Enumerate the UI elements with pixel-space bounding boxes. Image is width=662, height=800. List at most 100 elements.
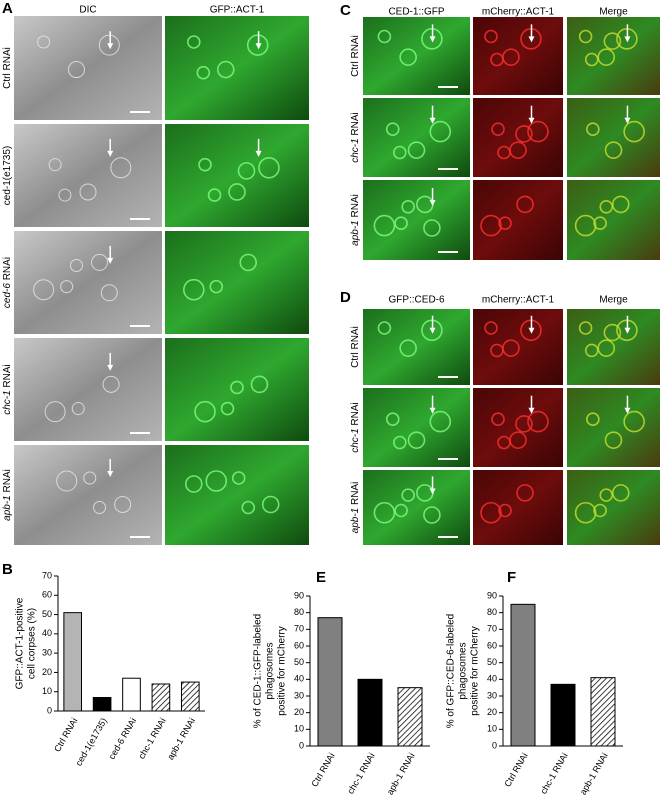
cell <box>429 120 452 143</box>
panel-label: C <box>340 2 351 19</box>
cell <box>429 410 452 433</box>
y-axis-label: phagosomes <box>458 642 469 699</box>
bar <box>151 683 171 712</box>
cell <box>480 214 502 237</box>
row-label: apb-1 RNAi <box>350 482 361 534</box>
micrograph <box>567 180 660 260</box>
cell <box>593 503 607 518</box>
micrograph <box>473 309 563 385</box>
cell <box>37 35 51 49</box>
cell <box>527 410 549 433</box>
row-label: ced-6 RNAi <box>2 257 13 308</box>
bar <box>317 617 343 747</box>
arrow-head <box>107 257 114 264</box>
micrograph <box>567 388 660 467</box>
row-label-part: RNAi <box>350 482 361 508</box>
cell <box>185 475 203 493</box>
cell <box>239 253 258 272</box>
y-axis-label: cell corpses (%) <box>27 608 38 679</box>
cell <box>586 412 600 427</box>
micrograph <box>473 388 563 467</box>
x-tick-label: ced-1(e1735) <box>73 716 108 767</box>
x-tick-label: apb-1 RNAi <box>385 751 417 796</box>
y-axis-label: % of CED-1::GFP-labeled <box>253 614 264 729</box>
cell <box>399 48 417 66</box>
arrow-head <box>528 407 535 414</box>
row-label: chc-1 RNAi <box>350 402 361 453</box>
cell <box>394 503 408 518</box>
y-tick-label: 20 <box>487 707 497 717</box>
arrow-head <box>255 150 262 157</box>
y-tick-label: 10 <box>294 724 304 734</box>
row-label-part: RNAi <box>350 194 361 220</box>
cell <box>231 471 246 485</box>
cell <box>44 401 66 423</box>
y-tick-label: 30 <box>487 690 497 700</box>
cell <box>603 32 622 50</box>
cell <box>83 471 97 485</box>
cell <box>586 122 600 137</box>
column-header: Merge <box>599 295 628 306</box>
cell <box>198 157 212 172</box>
row-label-part: chc-1 <box>350 428 361 452</box>
cell <box>216 60 235 79</box>
micrograph <box>363 470 470 545</box>
row-label-part: RNAi <box>350 402 361 428</box>
arrow-head <box>429 117 436 124</box>
x-tick-label: chc-1 RNAi <box>345 751 376 795</box>
y-tick-label: 0 <box>47 705 52 715</box>
row-label: ced-1(e1735) <box>2 146 13 205</box>
cell <box>220 401 235 416</box>
y-tick-label: 70 <box>42 570 52 580</box>
y-tick-label: 0 <box>299 740 304 750</box>
cell <box>58 188 72 202</box>
cell <box>246 34 269 56</box>
micrograph <box>165 231 309 334</box>
bar <box>397 687 423 747</box>
cell <box>498 503 512 518</box>
y-tick-label: 30 <box>42 648 52 658</box>
cell <box>516 195 534 214</box>
cell <box>393 145 407 160</box>
row-label-part: chc-1 <box>350 138 361 162</box>
cell <box>258 156 280 179</box>
y-axis-label: positive for mCherry <box>277 626 288 715</box>
cell <box>205 470 228 492</box>
column-header: GFP::CED-6 <box>388 295 445 306</box>
row-label-part: apb-1 <box>350 508 361 534</box>
bar <box>180 681 200 712</box>
column-header: GFP::ACT-1 <box>210 5 265 16</box>
cell <box>527 120 549 143</box>
arrow-head <box>107 471 114 477</box>
cell <box>183 278 205 301</box>
micrograph <box>363 98 470 177</box>
cell <box>407 141 426 159</box>
y-tick-label: 40 <box>487 674 497 684</box>
cell <box>604 431 623 449</box>
x-tick-label: Ctrl RNAi <box>52 716 79 753</box>
cell <box>578 321 593 335</box>
cell <box>110 157 132 179</box>
micrograph <box>14 124 162 227</box>
micrograph <box>165 16 309 120</box>
y-tick-label: 20 <box>42 667 52 677</box>
cell <box>623 410 645 433</box>
cell <box>194 400 216 423</box>
arrow-head <box>624 117 631 124</box>
bar <box>92 697 112 712</box>
cell <box>69 259 83 273</box>
cell <box>611 484 630 502</box>
row-label-part: RNAi <box>2 469 13 495</box>
bar <box>590 677 616 747</box>
cell <box>230 380 244 395</box>
cell <box>228 183 246 201</box>
cell <box>100 284 118 302</box>
y-tick-label: 10 <box>42 686 52 696</box>
cell <box>261 495 280 514</box>
panel-label: B <box>2 561 13 578</box>
row-label-part: apb-1 <box>350 220 361 246</box>
cell <box>237 162 256 180</box>
cell <box>484 321 498 335</box>
y-tick-label: 0 <box>492 740 497 750</box>
